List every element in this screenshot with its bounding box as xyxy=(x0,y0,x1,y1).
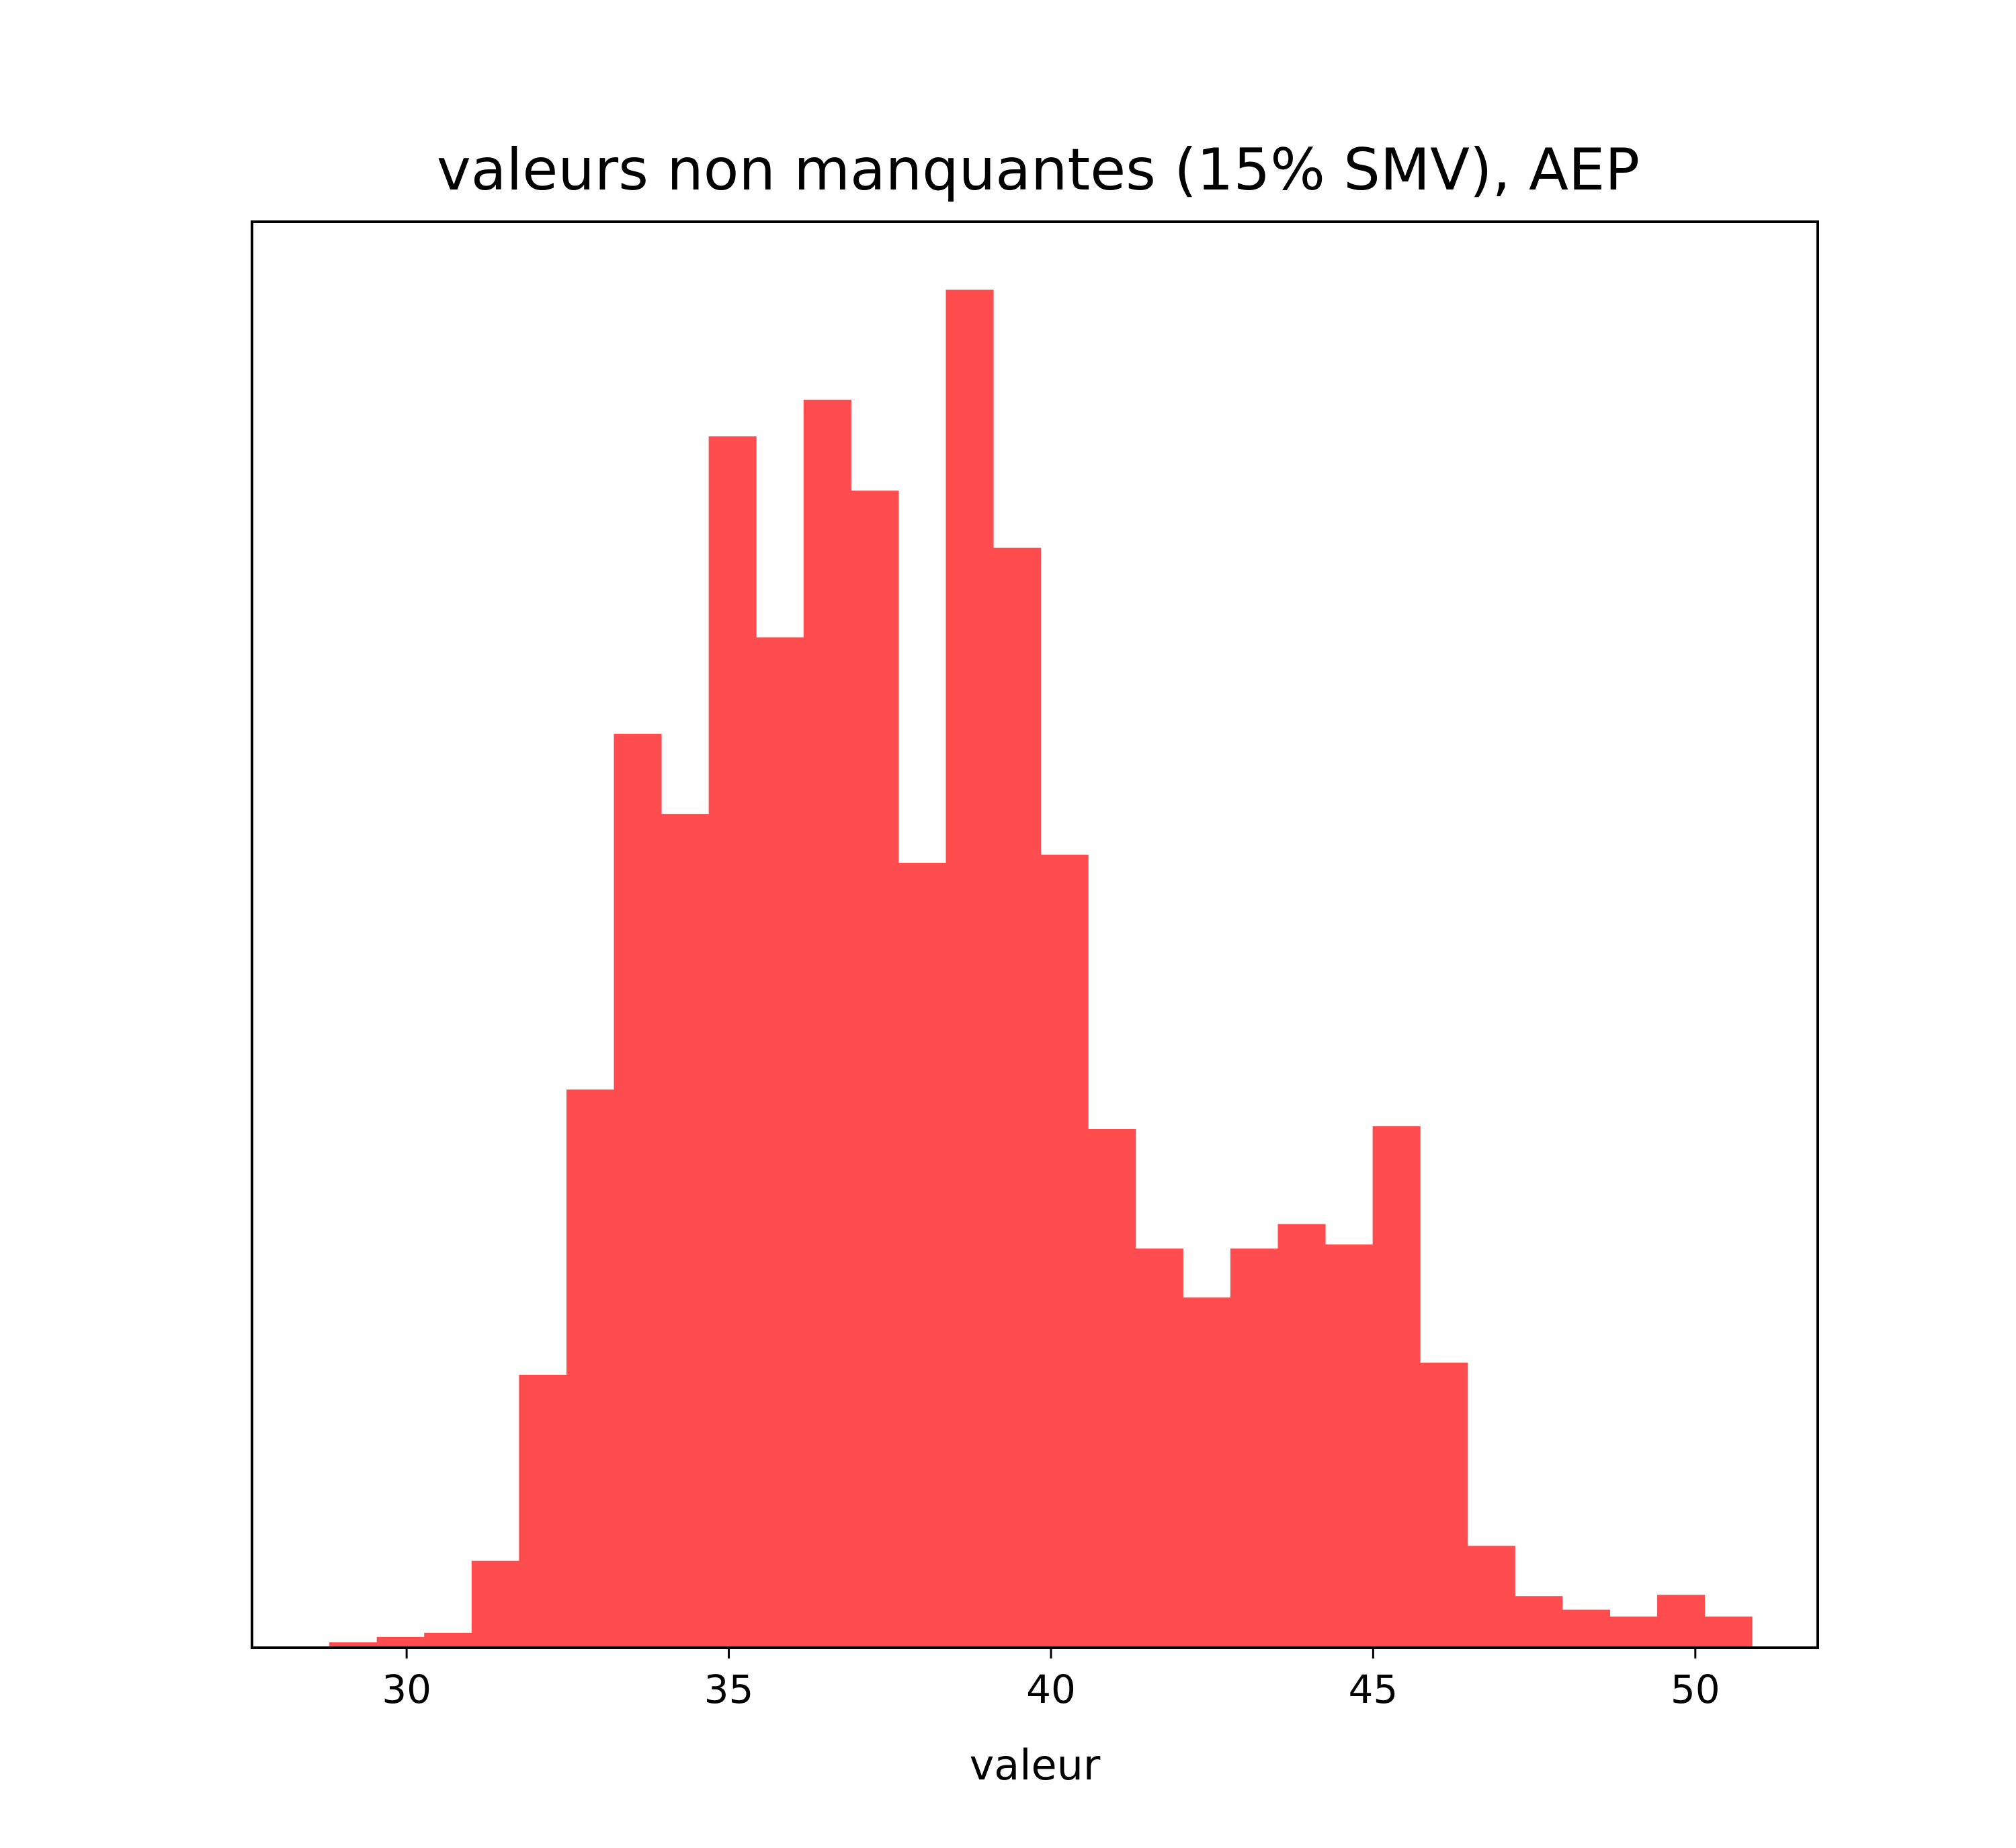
x-tick-label: 45 xyxy=(1348,1667,1398,1712)
histogram-bar xyxy=(1562,1609,1610,1648)
x-tick-label: 30 xyxy=(382,1667,431,1712)
histogram-bar xyxy=(661,814,710,1648)
histogram-bar xyxy=(376,1636,425,1648)
histogram-bar xyxy=(756,637,804,1648)
histogram-bar xyxy=(1135,1248,1183,1648)
x-tick-label: 35 xyxy=(704,1667,754,1712)
histogram-bar xyxy=(1420,1362,1468,1648)
histogram-bar xyxy=(566,1089,614,1648)
histogram-bar xyxy=(1515,1596,1563,1648)
histogram-bar xyxy=(946,290,994,1648)
chart-title: valeurs non manquantes (15% SMV), AEP xyxy=(437,136,1640,204)
histogram-bar xyxy=(1183,1297,1231,1648)
histogram-bar xyxy=(471,1560,519,1648)
x-axis-label: valeur xyxy=(970,1740,1101,1790)
histogram-bar xyxy=(1657,1595,1706,1648)
histogram-bar xyxy=(803,399,851,1648)
histogram-bar xyxy=(1609,1616,1658,1648)
histogram-bar xyxy=(898,862,946,1648)
histogram-bar xyxy=(1704,1616,1753,1648)
histogram-bar xyxy=(1467,1546,1515,1648)
x-tick-label: 50 xyxy=(1671,1667,1720,1712)
histogram-bar xyxy=(1372,1126,1421,1648)
histogram-bar xyxy=(614,733,662,1648)
histogram-bar xyxy=(424,1632,472,1648)
histogram-bar xyxy=(519,1374,567,1648)
histogram-bar xyxy=(1325,1244,1374,1648)
histogram-bar xyxy=(708,436,757,1648)
histogram-bar xyxy=(1040,854,1089,1648)
histogram-bar xyxy=(329,1642,378,1648)
x-tick-label: 40 xyxy=(1026,1667,1076,1712)
histogram-bar xyxy=(1088,1128,1136,1648)
histogram-bar xyxy=(851,491,899,1648)
plot-frame xyxy=(251,220,1819,1649)
histogram-bar xyxy=(1230,1248,1278,1648)
histogram-bar xyxy=(993,548,1042,1648)
x-axis-ticks: 30 35 40 45 50 xyxy=(382,1648,1720,1712)
bars-group xyxy=(329,290,1753,1648)
histogram-bar xyxy=(1277,1224,1326,1648)
